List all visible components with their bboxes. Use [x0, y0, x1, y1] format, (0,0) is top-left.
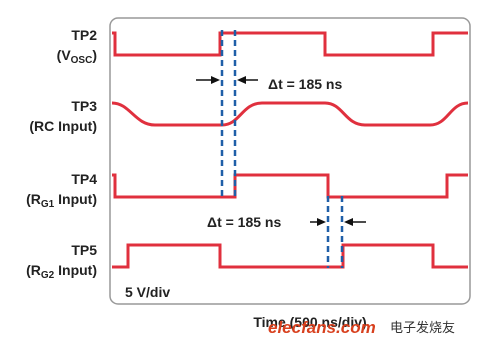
signal-name: TP2	[71, 27, 97, 43]
desc-part: Input)	[54, 191, 97, 207]
signal-name: TP3	[71, 98, 97, 114]
signal-name: TP4	[71, 171, 97, 187]
watermark-site: elecfans.com	[268, 318, 376, 337]
desc-part: )	[92, 47, 97, 63]
signal-desc: (RC Input)	[29, 118, 97, 134]
desc-part: (R	[26, 191, 41, 207]
desc-sub: OSC	[71, 55, 93, 66]
signal-desc: (RG1 Input)	[26, 191, 97, 210]
tp5-wave	[112, 243, 468, 269]
arrows	[196, 76, 366, 226]
desc-sub: G1	[41, 199, 55, 210]
tp4-wave	[112, 173, 468, 199]
x-axis-label: Time (500 ns/div)	[253, 314, 366, 330]
scope-frame	[109, 17, 471, 305]
watermark-brand: 电子发烧友	[390, 320, 455, 335]
tp2-wave	[112, 31, 468, 57]
scale-label: 5 V/div	[125, 284, 170, 300]
signal-desc: (VOSC)	[57, 47, 97, 66]
delay-label: Δt = 185 ns	[207, 214, 281, 230]
tp3-wave	[111, 101, 469, 127]
desc-sub: G2	[41, 270, 55, 281]
desc-part: Input)	[54, 262, 97, 278]
signal-name: TP5	[71, 242, 97, 258]
desc-part: (R	[26, 262, 41, 278]
signal-desc: (RG2 Input)	[26, 262, 97, 281]
delay-label: Δt = 185 ns	[268, 76, 342, 92]
desc-part: (V	[57, 47, 72, 63]
